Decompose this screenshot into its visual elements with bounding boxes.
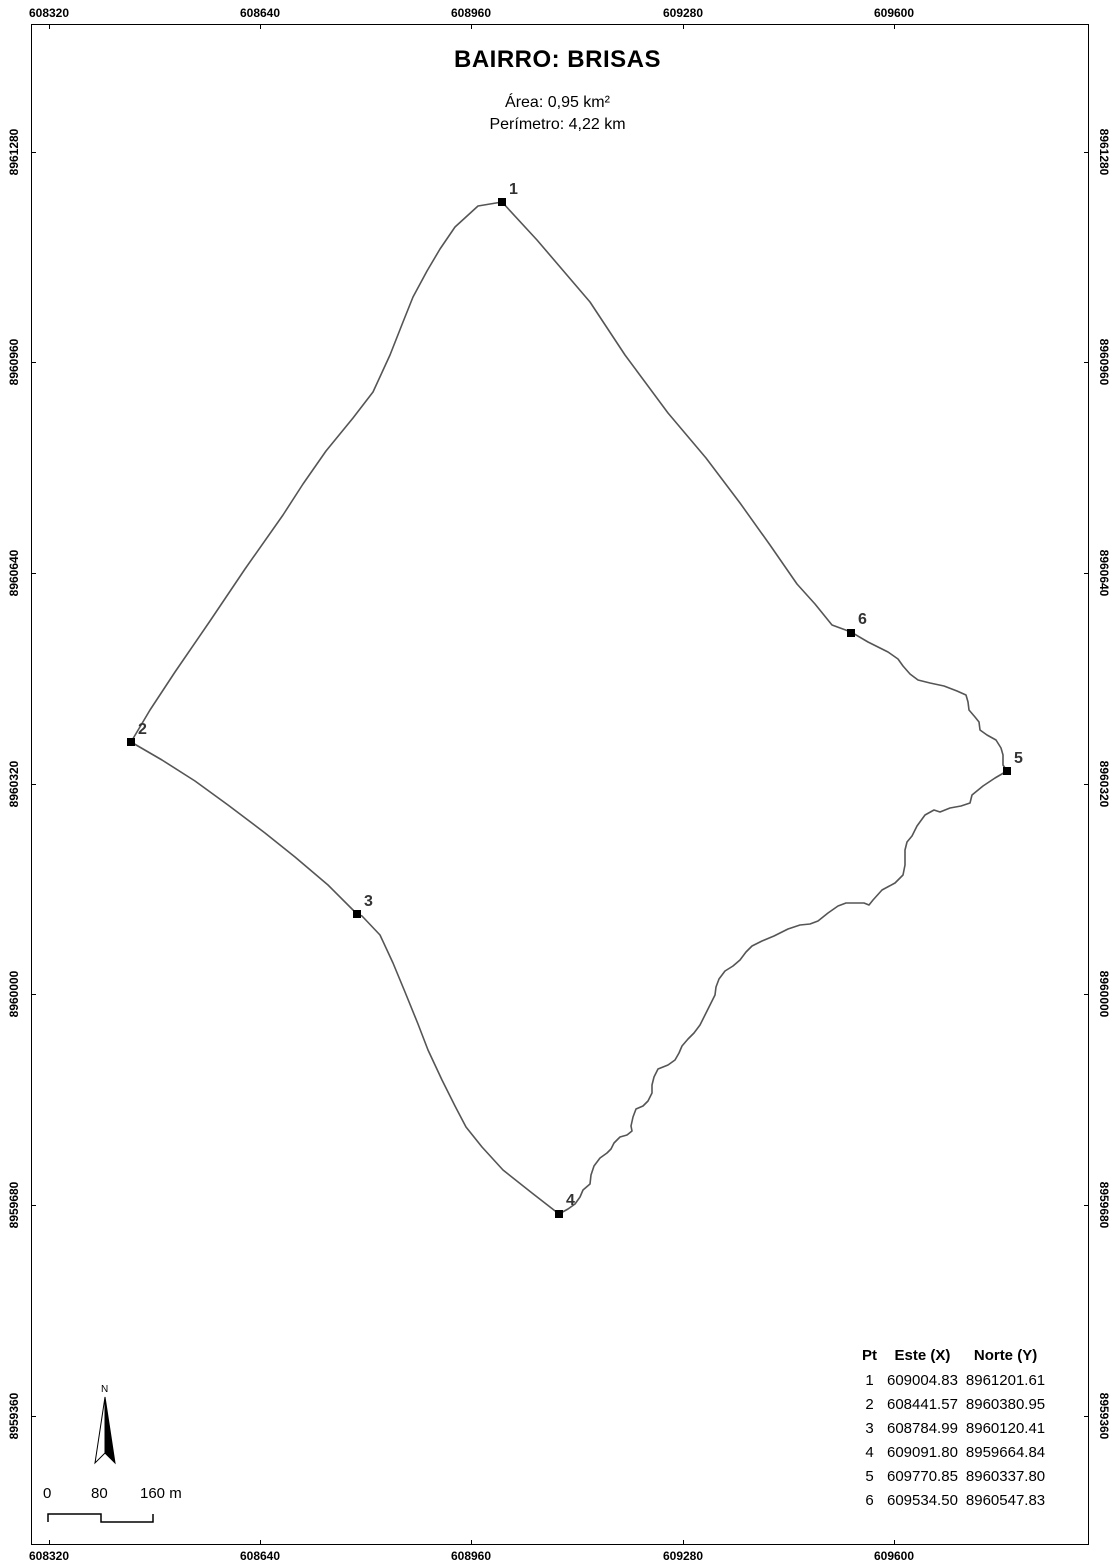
este-cell: 609770.85 bbox=[887, 1468, 958, 1485]
x-grid-label: 608960 bbox=[450, 1549, 492, 1563]
vertex-marker-2 bbox=[127, 738, 135, 746]
vertex-label: 3 bbox=[364, 893, 373, 910]
vertex-marker-6 bbox=[847, 629, 855, 637]
table-row: 4 609091.80 8959664.84 bbox=[856, 1442, 1049, 1466]
map-title: BAIRRO: BRISAS bbox=[453, 46, 661, 73]
este-cell: 609534.50 bbox=[887, 1492, 958, 1509]
x-grid-label: 609280 bbox=[662, 6, 704, 20]
norte-cell: 8961201.61 bbox=[965, 1372, 1046, 1389]
scale-label: 80 bbox=[91, 1485, 108, 1502]
x-grid-label: 609280 bbox=[662, 1549, 704, 1563]
x-grid-label: 608320 bbox=[28, 6, 70, 20]
map-frame bbox=[31, 24, 1089, 1545]
column-header: Norte (Y) bbox=[973, 1347, 1038, 1364]
vertex-marker-5 bbox=[1003, 767, 1011, 775]
coordinates-table: Pt Este (X) Norte (Y) 1 609004.83 896120… bbox=[856, 1347, 1049, 1514]
vertex-marker-3 bbox=[353, 910, 361, 918]
pt-cell: 5 bbox=[865, 1468, 874, 1485]
table-row: 1 609004.83 8961201.61 bbox=[856, 1370, 1049, 1394]
norte-cell: 8960337.80 bbox=[965, 1468, 1046, 1485]
table-row: 3 608784.99 8960120.41 bbox=[856, 1418, 1049, 1442]
vertex-label: 5 bbox=[1014, 750, 1023, 767]
pt-cell: 6 bbox=[865, 1492, 874, 1509]
table-row: 5 609770.85 8960337.80 bbox=[856, 1466, 1049, 1490]
neighborhood-boundary bbox=[130, 201, 1008, 1215]
scale-bar-graphic bbox=[47, 1513, 154, 1523]
este-cell: 608784.99 bbox=[887, 1420, 958, 1437]
norte-cell: 8959664.84 bbox=[965, 1444, 1046, 1461]
norte-cell: 8960547.83 bbox=[965, 1492, 1046, 1509]
pt-cell: 3 bbox=[865, 1420, 874, 1437]
este-cell: 608441.57 bbox=[887, 1396, 958, 1413]
x-grid-label: 608640 bbox=[239, 6, 281, 20]
pt-cell: 4 bbox=[865, 1444, 874, 1461]
table-header-row: Pt Este (X) Norte (Y) bbox=[856, 1347, 1049, 1370]
pt-cell: 2 bbox=[865, 1396, 874, 1413]
x-grid-label: 609600 bbox=[873, 6, 915, 20]
norte-cell: 8960120.41 bbox=[965, 1420, 1046, 1437]
este-cell: 609091.80 bbox=[887, 1444, 958, 1461]
area-text: Área: 0,95 km² bbox=[505, 94, 610, 111]
x-grid-label: 608320 bbox=[28, 1549, 70, 1563]
este-cell: 609004.83 bbox=[887, 1372, 958, 1389]
scale-label: 0 bbox=[43, 1485, 52, 1502]
table-row: 6 609534.50 8960547.83 bbox=[856, 1490, 1049, 1514]
north-label: N bbox=[101, 1384, 109, 1395]
vertex-marker-4 bbox=[555, 1210, 563, 1218]
perimeter-text: Perímetro: 4,22 km bbox=[489, 116, 626, 133]
vertex-label: 6 bbox=[858, 611, 867, 628]
pt-cell: 1 bbox=[865, 1372, 874, 1389]
vertex-label: 2 bbox=[138, 721, 147, 738]
vertex-marker-1 bbox=[498, 198, 506, 206]
column-header: Este (X) bbox=[894, 1347, 951, 1364]
x-grid-label: 608960 bbox=[450, 6, 492, 20]
norte-cell: 8960380.95 bbox=[965, 1396, 1046, 1413]
x-grid-label: 609600 bbox=[873, 1549, 915, 1563]
scale-label: 160 m bbox=[140, 1485, 182, 1502]
vertex-label: 1 bbox=[509, 181, 518, 198]
x-grid-label: 608640 bbox=[239, 1549, 281, 1563]
vertex-label: 4 bbox=[566, 1192, 575, 1209]
north-arrow-icon bbox=[94, 1396, 116, 1465]
column-header: Pt bbox=[862, 1347, 877, 1364]
table-row: 2 608441.57 8960380.95 bbox=[856, 1394, 1049, 1418]
